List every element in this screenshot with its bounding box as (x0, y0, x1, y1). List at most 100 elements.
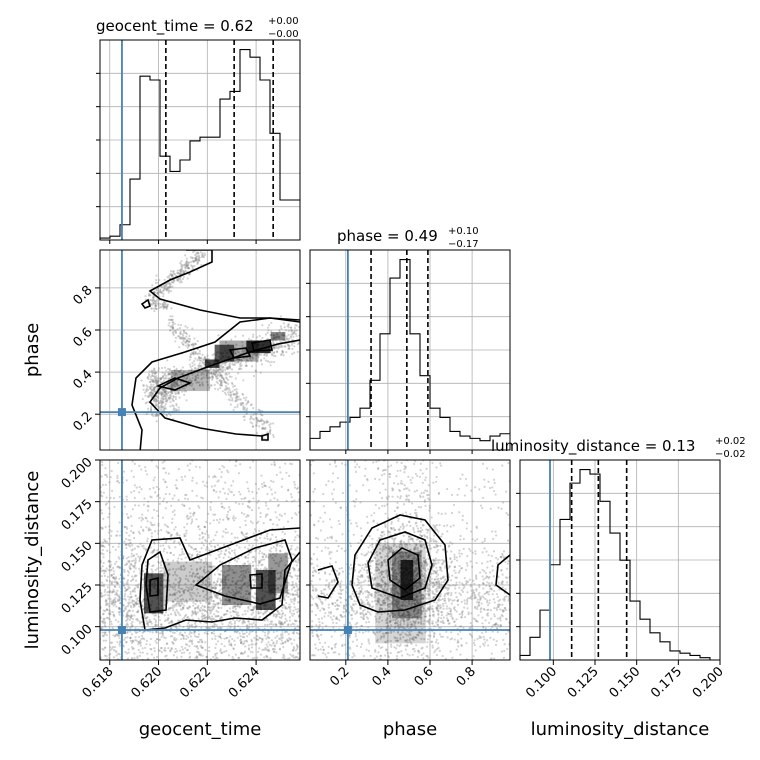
scatter-point (147, 394, 150, 397)
scatter-point (192, 586, 195, 589)
scatter-point (224, 549, 227, 552)
scatter-point (217, 572, 220, 576)
scatter-point (194, 259, 198, 262)
scatter-point (194, 343, 197, 346)
scatter-point (110, 623, 113, 626)
scatter-point (264, 611, 267, 614)
scatter-point (131, 675, 133, 677)
scatter-point (211, 375, 214, 379)
scatter-point (275, 335, 278, 339)
scatter-point (214, 615, 217, 618)
scatter-point (118, 521, 121, 524)
scatter-point (198, 362, 201, 365)
scatter-point (210, 631, 214, 634)
scatter-point (270, 626, 273, 630)
scatter-point (204, 610, 207, 613)
scatter-point (203, 614, 206, 617)
scatter-point (292, 632, 295, 635)
scatter-point (218, 560, 222, 563)
scatter-point (228, 599, 231, 602)
scatter-point (292, 593, 295, 596)
scatter-point (217, 369, 220, 373)
scatter-point (136, 610, 140, 613)
scatter-point (182, 589, 185, 593)
scatter-point (288, 606, 291, 609)
scatter-point (160, 400, 163, 403)
scatter-point (141, 513, 144, 516)
scatter-point (124, 598, 127, 602)
scatter-point (272, 422, 275, 425)
scatter-point (111, 601, 115, 604)
scatter-point (153, 530, 157, 533)
scatter-point (190, 554, 194, 557)
hist-bar (620, 560, 630, 660)
scatter-point (138, 622, 142, 625)
scatter-point (178, 369, 181, 373)
scatter-point (228, 599, 231, 602)
scatter-point (153, 397, 156, 400)
scatter-point (211, 605, 214, 608)
scatter-point (154, 378, 157, 382)
scatter-point (201, 614, 204, 617)
scatter-point (157, 369, 160, 372)
scatter-point (280, 623, 283, 626)
scatter-point (273, 648, 276, 651)
scatter-point (153, 300, 156, 303)
scatter-point (202, 376, 206, 379)
scatter-point (174, 381, 177, 384)
scatter-point (159, 303, 162, 306)
scatter-point (215, 369, 218, 373)
scatter-point (101, 544, 104, 547)
scatter-point (213, 618, 216, 621)
scatter-point (285, 499, 288, 503)
scatter-point (170, 504, 173, 507)
scatter-point (165, 413, 168, 416)
scatter-point (239, 526, 242, 529)
scatter-point (268, 431, 271, 434)
scatter-point (198, 370, 201, 373)
scatter-point (245, 364, 248, 367)
scatter-point (147, 292, 151, 295)
scatter-point (168, 368, 171, 371)
scatter-point (203, 368, 207, 371)
scatter-point (210, 619, 213, 622)
scatter-point (152, 295, 155, 298)
scatter-point (148, 392, 151, 395)
scatter-point (106, 541, 109, 544)
scatter-point (110, 591, 114, 594)
scatter-point (165, 654, 168, 657)
scatter-point (296, 534, 299, 537)
scatter-point (220, 570, 223, 573)
scatter-point (219, 681, 221, 683)
scatter-point (171, 326, 174, 329)
scatter-point (154, 300, 157, 303)
scatter-point (149, 521, 152, 524)
scatter-point (246, 532, 249, 535)
scatter-point (196, 251, 199, 254)
scatter-point (150, 394, 153, 397)
scatter-point (276, 346, 279, 349)
scatter-point (183, 263, 186, 266)
scatter-point (198, 537, 201, 541)
scatter-point (276, 332, 279, 335)
scatter-point (291, 566, 295, 569)
scatter-point (281, 612, 285, 615)
scatter-point (251, 609, 254, 612)
scatter-point (229, 395, 232, 399)
scatter-point (262, 427, 265, 430)
scatter-point (130, 646, 134, 649)
scatter-point (233, 388, 236, 391)
scatter-point (250, 575, 254, 578)
scatter-point (205, 655, 208, 659)
scatter-point (296, 546, 299, 549)
scatter-point (190, 546, 194, 549)
scatter-point (261, 555, 264, 558)
scatter-point (172, 395, 175, 399)
scatter-point (220, 379, 223, 383)
hist-bar (320, 431, 330, 450)
scatter-point (247, 571, 250, 574)
scatter-point (217, 550, 220, 553)
scatter-point (154, 614, 158, 617)
scatter-point (177, 557, 180, 560)
scatter-point (172, 384, 175, 387)
